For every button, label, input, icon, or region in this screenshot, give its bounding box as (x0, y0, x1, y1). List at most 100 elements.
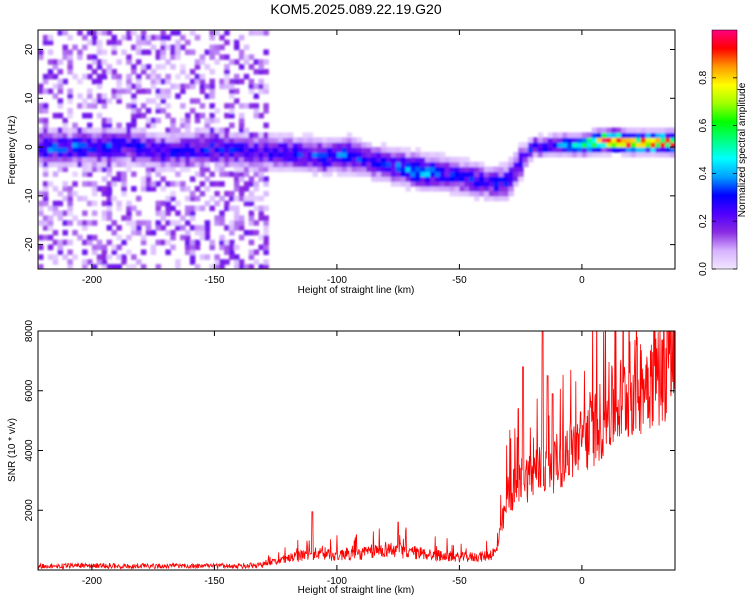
x-tick-label: -200 (82, 275, 102, 286)
heatmap-cell (62, 195, 68, 202)
heatmap-cell (307, 132, 313, 138)
heatmap-cell (131, 93, 137, 99)
heatmap-cell (508, 190, 514, 197)
heatmap-cell (72, 161, 78, 168)
heatmap-cell (214, 151, 220, 158)
heatmap-cell (292, 147, 299, 153)
heatmap-cell (38, 254, 44, 260)
heatmap-cell (606, 151, 612, 158)
heatmap-cell (454, 181, 460, 187)
heatmap-cell (518, 171, 524, 177)
heatmap-cell (165, 137, 171, 143)
heatmap-cell (474, 195, 480, 202)
heatmap-cell (47, 161, 54, 168)
heatmap-cell (248, 176, 255, 182)
heatmap-cell (469, 166, 475, 173)
heatmap-cell (562, 147, 568, 153)
heatmap-cell (165, 239, 171, 246)
heatmap-cell (268, 132, 274, 138)
heatmap-cell (67, 112, 73, 119)
heatmap-cell (180, 234, 186, 241)
heatmap-cell (248, 161, 255, 168)
heatmap-cell (234, 39, 240, 46)
heatmap-cell (145, 229, 152, 236)
heatmap-cell (268, 166, 274, 173)
heatmap-cell (91, 210, 98, 216)
heatmap-cell (126, 59, 132, 65)
heatmap-cell (474, 186, 480, 192)
heatmap-cell (189, 205, 196, 212)
heatmap-cell (273, 161, 279, 168)
heatmap-cell (528, 156, 534, 163)
heatmap-cell (263, 108, 269, 114)
heatmap-cell (263, 205, 269, 212)
heatmap-cell (371, 176, 377, 182)
heatmap-cell (292, 161, 299, 168)
heatmap-cell (219, 171, 225, 177)
heatmap-cell (72, 147, 78, 153)
heatmap-cell (434, 151, 441, 158)
heatmap-cell (126, 161, 132, 168)
heatmap-cell (204, 93, 211, 99)
heatmap-cell (464, 181, 470, 187)
heatmap-cell (307, 151, 313, 158)
heatmap-cell (469, 181, 475, 187)
heatmap-cell (381, 161, 387, 168)
heatmap-cell (185, 83, 191, 90)
heatmap-cell (111, 220, 117, 226)
heatmap-cell (434, 176, 441, 182)
heatmap-cell (273, 142, 279, 148)
heatmap-cell (518, 156, 524, 163)
heatmap-cell (189, 259, 196, 265)
heatmap-cell (243, 132, 250, 138)
heatmap-cell (400, 166, 407, 173)
heatmap-cell (136, 220, 142, 226)
heatmap-cell (204, 161, 211, 168)
heatmap-cell (234, 78, 240, 85)
heatmap-cell (263, 166, 269, 173)
heatmap-cell (483, 176, 490, 182)
heatmap-cell (160, 108, 166, 114)
heatmap-cell (248, 151, 255, 158)
heatmap-cell (385, 176, 392, 182)
heatmap-cell (434, 161, 441, 168)
heatmap-cell (327, 147, 333, 153)
heatmap-cell (185, 229, 191, 236)
heatmap-cell (77, 132, 83, 138)
heatmap-cell (209, 83, 215, 90)
heatmap-cell (96, 59, 103, 65)
heatmap-cell (209, 30, 215, 36)
heatmap-cell (263, 181, 269, 187)
heatmap-cell (214, 49, 220, 55)
heatmap-cell (52, 186, 59, 192)
heatmap-cell (346, 166, 353, 173)
heatmap-cell (106, 166, 113, 173)
heatmap-cell (62, 30, 68, 36)
heatmap-cell (238, 176, 245, 182)
heatmap-cell (234, 151, 240, 158)
heatmap-cell (346, 171, 353, 177)
heatmap-cell (165, 210, 171, 216)
heatmap-cell (101, 254, 108, 260)
heatmap-cell (444, 181, 451, 187)
heatmap-cell (234, 166, 240, 173)
heatmap-cell (400, 147, 407, 153)
heatmap-cell (606, 132, 612, 138)
heatmap-cell (660, 147, 666, 153)
heatmap-cell (140, 234, 147, 241)
heatmap-cell (640, 142, 647, 148)
heatmap-cell (106, 264, 113, 269)
heatmap-cell (91, 186, 98, 192)
heatmap-cell (248, 215, 255, 221)
heatmap-cell (170, 127, 176, 134)
heatmap-cell (136, 147, 142, 153)
heatmap-cell (650, 142, 656, 148)
heatmap-cell (214, 30, 220, 36)
heatmap-cell (199, 88, 206, 95)
heatmap-cell (454, 161, 460, 168)
heatmap-cell (248, 195, 255, 202)
heatmap-cell (415, 151, 421, 158)
heatmap-cell (131, 254, 137, 260)
heatmap-cell (67, 88, 73, 95)
heatmap-cell (238, 171, 245, 177)
